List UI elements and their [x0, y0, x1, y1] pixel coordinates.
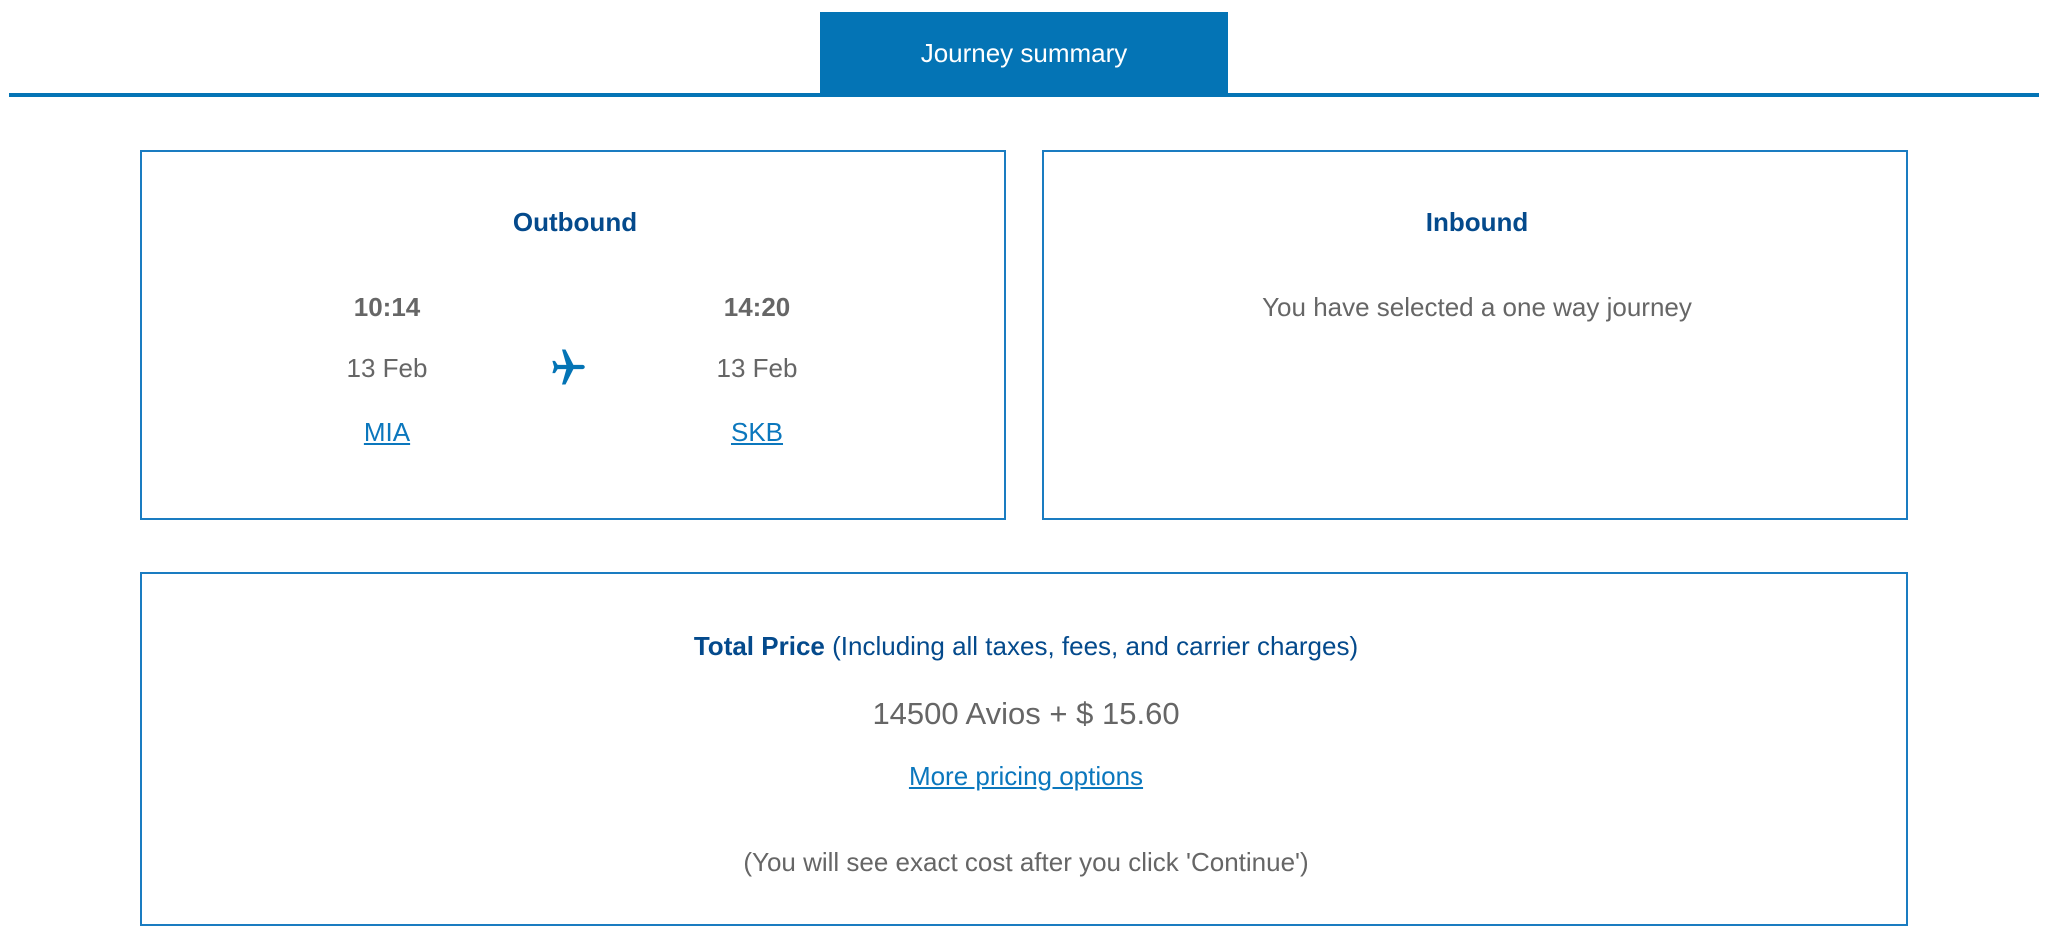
one-way-message: You have selected a one way journey [1262, 292, 1692, 322]
total-price-note: (Including all taxes, fees, and carrier … [832, 631, 1359, 661]
departure-time: 10:14 [353, 292, 421, 322]
total-price-amount: 14500 Avios + $ 15.60 [872, 696, 1180, 731]
arrival-time: 14:20 [723, 292, 791, 322]
outbound-card: Outbound 10:14 13 Feb MIA 14:20 13 Feb S… [140, 150, 1006, 520]
price-card: Total Price (Including all taxes, fees, … [140, 572, 1908, 926]
outbound-title: Outbound [512, 207, 638, 237]
arrival-date: 13 Feb [716, 353, 798, 383]
departure-date: 13 Feb [346, 353, 428, 383]
arrival-airport-link[interactable]: SKB [730, 417, 784, 447]
inbound-title: Inbound [1425, 207, 1529, 237]
tab-label: Journey summary [920, 38, 1128, 68]
cost-disclaimer: (You will see exact cost after you click… [743, 847, 1309, 877]
total-price-heading: Total Price (Including all taxes, fees, … [694, 631, 1358, 662]
tab-journey-summary[interactable]: Journey summary [820, 12, 1228, 95]
departure-airport-link[interactable]: MIA [363, 417, 411, 447]
total-price-label: Total Price [693, 631, 825, 661]
inbound-card: Inbound You have selected a one way jour… [1042, 150, 1908, 520]
tab-underline [9, 93, 2039, 97]
more-pricing-options-link[interactable]: More pricing options [908, 761, 1144, 791]
airplane-icon [548, 344, 590, 395]
